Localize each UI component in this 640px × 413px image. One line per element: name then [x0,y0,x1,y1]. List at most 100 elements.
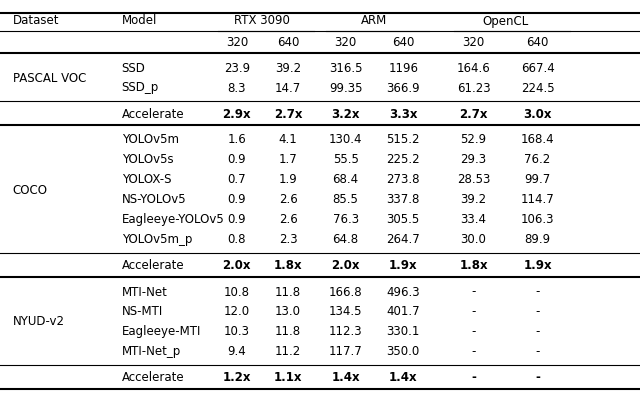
Text: 1.6: 1.6 [227,133,246,146]
Text: 667.4: 667.4 [521,62,554,74]
Text: 61.23: 61.23 [457,81,490,94]
Text: MTI-Net_p: MTI-Net_p [122,345,181,358]
Text: 0.9: 0.9 [227,153,246,166]
Text: 640: 640 [527,36,548,48]
Text: 23.9: 23.9 [224,62,250,74]
Text: 112.3: 112.3 [329,325,362,338]
Text: 14.7: 14.7 [275,81,301,94]
Text: -: - [471,370,476,384]
Text: NS-MTI: NS-MTI [122,305,163,318]
Text: NS-YOLOv5: NS-YOLOv5 [122,193,186,206]
Text: 1.7: 1.7 [278,153,298,166]
Text: 2.3: 2.3 [278,233,298,246]
Text: 68.4: 68.4 [333,173,358,186]
Text: 10.3: 10.3 [224,325,250,338]
Text: 320: 320 [463,36,484,48]
Text: 1.8x: 1.8x [460,259,488,272]
Text: 0.9: 0.9 [227,193,246,206]
Text: 11.8: 11.8 [275,325,301,338]
Text: 1.1x: 1.1x [274,370,302,384]
Text: -: - [472,345,476,358]
Text: 2.6: 2.6 [278,193,298,206]
Text: ARM: ARM [361,14,388,27]
Text: 264.7: 264.7 [387,233,420,246]
Text: 320: 320 [335,36,356,48]
Text: 337.8: 337.8 [387,193,420,206]
Text: 9.4: 9.4 [227,345,246,358]
Text: NYUD-v2: NYUD-v2 [13,315,65,328]
Text: 30.0: 30.0 [461,233,486,246]
Text: 3.0x: 3.0x [524,107,552,120]
Text: 320: 320 [226,36,248,48]
Text: YOLOv5m_p: YOLOv5m_p [122,233,192,246]
Text: 85.5: 85.5 [333,193,358,206]
Text: YOLOv5s: YOLOv5s [122,153,173,166]
Text: 0.8: 0.8 [228,233,246,246]
Text: 114.7: 114.7 [521,193,554,206]
Text: 2.6: 2.6 [278,213,298,226]
Text: 515.2: 515.2 [387,133,420,146]
Text: SSD_p: SSD_p [122,81,159,94]
Text: 99.35: 99.35 [329,81,362,94]
Text: 350.0: 350.0 [387,345,420,358]
Text: Eagleeye-YOLOv5: Eagleeye-YOLOv5 [122,213,225,226]
Text: 168.4: 168.4 [521,133,554,146]
Text: 273.8: 273.8 [387,173,420,186]
Text: -: - [535,370,540,384]
Text: 106.3: 106.3 [521,213,554,226]
Text: 305.5: 305.5 [387,213,420,226]
Text: 134.5: 134.5 [329,305,362,318]
Text: Eagleeye-MTI: Eagleeye-MTI [122,325,201,338]
Text: 8.3: 8.3 [228,81,246,94]
Text: 2.0x: 2.0x [332,259,360,272]
Text: SSD: SSD [122,62,145,74]
Text: 64.8: 64.8 [333,233,358,246]
Text: 401.7: 401.7 [387,305,420,318]
Text: 76.2: 76.2 [524,153,551,166]
Text: 55.5: 55.5 [333,153,358,166]
Text: 4.1: 4.1 [278,133,298,146]
Text: 130.4: 130.4 [329,133,362,146]
Text: OpenCL: OpenCL [483,14,529,27]
Text: Model: Model [122,14,157,27]
Text: 330.1: 330.1 [387,325,420,338]
Text: 1.9x: 1.9x [524,259,552,272]
Text: 0.7: 0.7 [227,173,246,186]
Text: RTX 3090: RTX 3090 [234,14,291,27]
Text: 12.0: 12.0 [224,305,250,318]
Text: 2.9x: 2.9x [223,107,251,120]
Text: 11.2: 11.2 [275,345,301,358]
Text: 29.3: 29.3 [461,153,486,166]
Text: -: - [472,325,476,338]
Text: 3.3x: 3.3x [389,107,417,120]
Text: YOLOX-S: YOLOX-S [122,173,171,186]
Text: 2.7x: 2.7x [274,107,302,120]
Text: MTI-Net: MTI-Net [122,285,168,298]
Text: YOLOv5m: YOLOv5m [122,133,179,146]
Text: 1196: 1196 [388,62,418,74]
Text: 166.8: 166.8 [329,285,362,298]
Text: 1.4x: 1.4x [389,370,417,384]
Text: PASCAL VOC: PASCAL VOC [13,71,86,84]
Text: 0.9: 0.9 [227,213,246,226]
Text: 11.8: 11.8 [275,285,301,298]
Text: 1.8x: 1.8x [274,259,302,272]
Text: 2.0x: 2.0x [223,259,251,272]
Text: Accelerate: Accelerate [122,107,184,120]
Text: -: - [536,345,540,358]
Text: 316.5: 316.5 [329,62,362,74]
Text: 13.0: 13.0 [275,305,301,318]
Text: -: - [472,305,476,318]
Text: Dataset: Dataset [13,14,60,27]
Text: 164.6: 164.6 [457,62,490,74]
Text: 1.4x: 1.4x [332,370,360,384]
Text: 117.7: 117.7 [329,345,362,358]
Text: -: - [536,305,540,318]
Text: 1.9x: 1.9x [389,259,417,272]
Text: 52.9: 52.9 [461,133,486,146]
Text: 28.53: 28.53 [457,173,490,186]
Text: 640: 640 [277,36,299,48]
Text: 76.3: 76.3 [333,213,358,226]
Text: Accelerate: Accelerate [122,370,184,384]
Text: 2.7x: 2.7x [460,107,488,120]
